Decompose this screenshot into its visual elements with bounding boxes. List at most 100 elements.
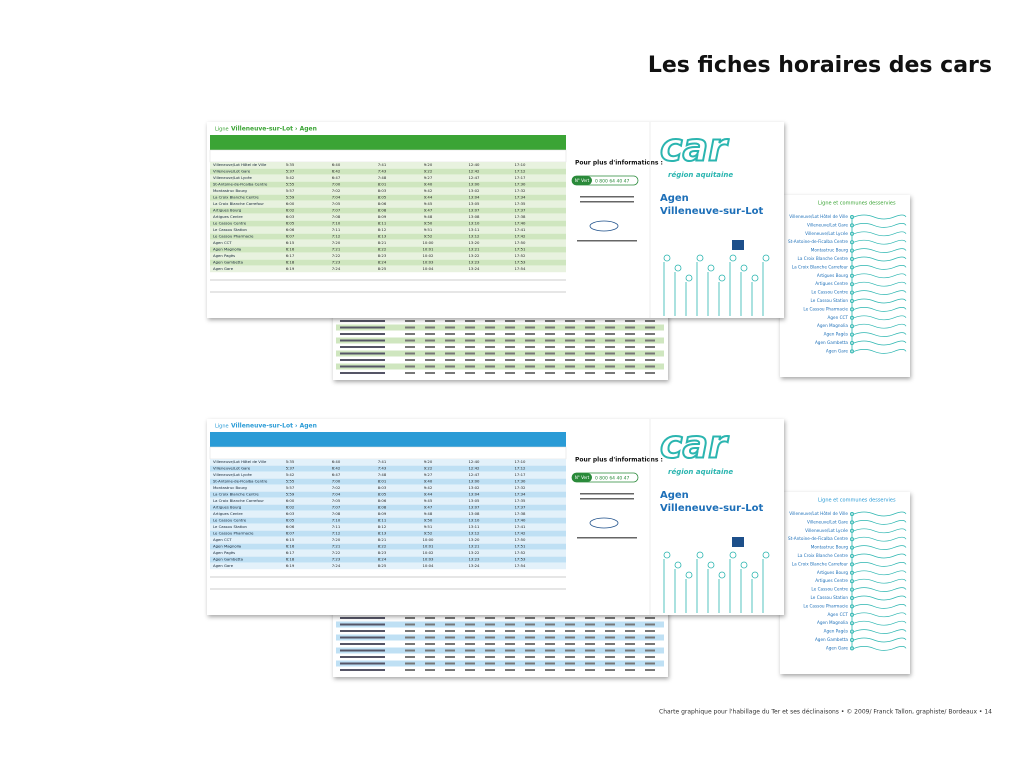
time-cell: 7:21: [332, 544, 341, 549]
row-name-placeholder: [340, 320, 385, 322]
row-time-placeholder: [565, 669, 575, 671]
row-time-placeholder: [565, 643, 575, 645]
row-time-placeholder: [645, 662, 655, 665]
stop-name: Artigues Bourg: [817, 273, 849, 278]
row-time-placeholder: [645, 346, 655, 348]
ornament: [740, 264, 748, 272]
time-cell: 13:11: [469, 524, 481, 529]
row-time-placeholder: [625, 649, 635, 652]
row-time-placeholder: [605, 339, 615, 342]
row-time-placeholder: [585, 649, 595, 652]
text-placeholder: [580, 493, 634, 495]
row-time-placeholder: [605, 656, 615, 658]
row-time-placeholder: [465, 333, 475, 335]
stop-name: La Croix Blanche Centre: [213, 195, 259, 200]
row-time-placeholder: [505, 346, 515, 348]
row-band: [210, 188, 566, 195]
row-band: [210, 478, 566, 485]
row-time-placeholder: [405, 326, 415, 329]
phone-badge: [572, 176, 592, 185]
row-time-placeholder: [505, 630, 515, 632]
destination-to: Villeneuve-sur-Lot: [660, 206, 763, 217]
row-time-placeholder: [525, 372, 535, 374]
time-cell: 17:41: [515, 524, 527, 529]
time-cell: 17:40: [515, 518, 527, 523]
time-cell: 13:07: [469, 505, 481, 510]
time-cell: 7:20: [332, 240, 341, 245]
stop-name: Agen Pagès: [213, 550, 235, 555]
stop-ornament: [853, 511, 907, 517]
line-label: Ligne: [215, 424, 229, 430]
row-time-placeholder: [625, 326, 635, 329]
time-cell: 5:59: [286, 492, 295, 497]
stop-name: La Croix Blanche Carrefour: [213, 498, 264, 503]
row-time-placeholder: [645, 656, 655, 658]
row-time-placeholder: [505, 326, 515, 329]
row-band: [210, 543, 566, 550]
info-title: Pour plus d'informations :: [575, 160, 663, 167]
time-cell: 13:21: [469, 544, 481, 549]
row-time-placeholder: [505, 352, 515, 355]
row-time-placeholder: [605, 359, 615, 361]
row-time-placeholder: [465, 669, 475, 671]
row-band: [210, 563, 566, 570]
row-band: [210, 259, 566, 266]
time-cell: 17:35: [515, 201, 527, 206]
row-time-placeholder: [465, 617, 475, 619]
time-cell: 8:06: [378, 498, 387, 503]
stop-ornament: [853, 340, 907, 346]
row-time-placeholder: [465, 643, 475, 645]
time-cell: 8:06: [378, 201, 387, 206]
row-band: [336, 654, 664, 660]
row-time-placeholder: [405, 636, 415, 639]
row-band: [336, 660, 664, 667]
stop-name: Artigues Centre: [815, 578, 848, 583]
row-time-placeholder: [405, 649, 415, 652]
time-cell: 8:25: [378, 563, 387, 568]
stop-name: Agen Magnolia: [213, 247, 241, 252]
time-cell: 13:24: [469, 266, 481, 271]
time-cell: 5:35: [286, 162, 295, 167]
row-band: [210, 491, 566, 498]
row-time-placeholder: [545, 372, 555, 374]
time-cell: 13:20: [469, 537, 481, 542]
column-header: [209, 446, 567, 460]
time-cell: 7:04: [332, 195, 341, 200]
time-cell: 17:41: [515, 227, 527, 232]
row-time-placeholder: [585, 636, 595, 639]
row-time-placeholder: [545, 326, 555, 329]
row-time-placeholder: [565, 320, 575, 322]
row-time-placeholder: [625, 656, 635, 658]
row-time-placeholder: [565, 326, 575, 329]
row-time-placeholder: [425, 333, 435, 335]
stop-ornament: [853, 604, 907, 609]
row-band: [210, 233, 566, 240]
stop-name: La Croix Blanche Centre: [798, 553, 849, 558]
time-cell: 7:23: [332, 260, 341, 265]
stop-ornament: [853, 349, 907, 354]
time-cell: 9:22: [424, 169, 433, 174]
time-cell: 13:20: [469, 240, 481, 245]
row-time-placeholder: [605, 320, 615, 322]
time-cell: 6:00: [286, 201, 295, 206]
row-band: [210, 181, 566, 188]
row-time-placeholder: [405, 339, 415, 342]
row-time-placeholder: [485, 359, 495, 361]
stop-name: Villeneuve/Lot Hôtel de Ville: [789, 214, 848, 219]
time-cell: 13:22: [469, 550, 481, 555]
stop-ornament: [853, 332, 907, 337]
row-time-placeholder: [545, 636, 555, 639]
row-time-placeholder: [645, 623, 655, 626]
row-time-placeholder: [545, 662, 555, 665]
row-time-placeholder: [445, 339, 455, 342]
stop-name: La Croix Blanche Carrefour: [213, 201, 264, 206]
row-time-placeholder: [545, 649, 555, 652]
row-time-placeholder: [485, 326, 495, 329]
row-time-placeholder: [445, 643, 455, 645]
row-time-placeholder: [405, 359, 415, 361]
time-cell: 17:30: [515, 479, 527, 484]
row-time-placeholder: [445, 669, 455, 671]
row-time-placeholder: [465, 326, 475, 329]
time-cell: 7:11: [332, 227, 341, 232]
stop-ornament: [853, 545, 907, 550]
